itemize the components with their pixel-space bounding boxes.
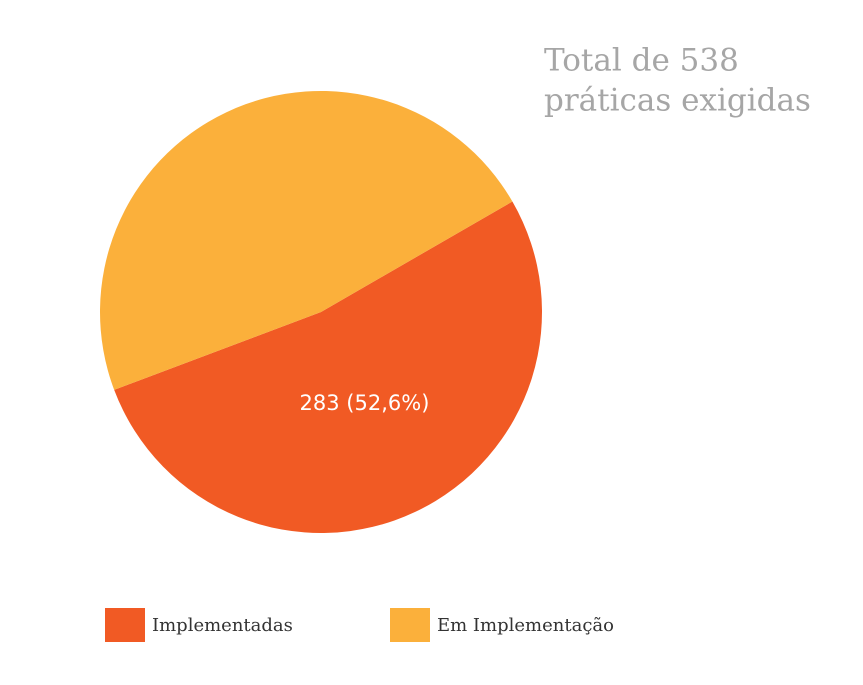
pie-slice: [114, 201, 543, 533]
value-label: 283 (52,6%): [300, 391, 430, 415]
legend-swatch: [390, 608, 430, 642]
legend-label: Implementadas: [152, 615, 293, 636]
legend-label: Em Implementação: [437, 615, 614, 636]
chart-title: práticas exigidas: [544, 83, 811, 119]
legend-swatch: [105, 608, 145, 642]
chart-title: Total de 538: [544, 43, 739, 79]
pie-slice: [99, 90, 513, 390]
